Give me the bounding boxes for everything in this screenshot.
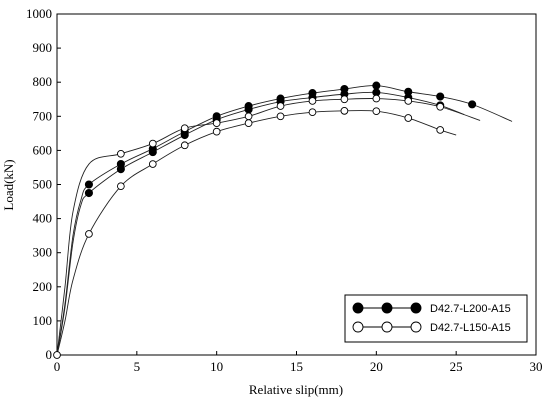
series-1-curve-0-line <box>56 110 457 356</box>
series-0-curve-1-point <box>84 188 93 198</box>
legend: D42.7-L200-A15 D42.7-L150-A15 <box>344 294 528 343</box>
series-0-curve-0-point <box>468 100 477 109</box>
x-tick-label: 30 <box>530 359 543 374</box>
series-0-curve-0-point <box>84 180 93 189</box>
legend-marker-0 <box>381 302 393 314</box>
series-1-curve-0-point <box>404 114 413 122</box>
legend-entries <box>352 302 422 333</box>
series-1-curve-0-point <box>436 126 445 134</box>
series-1-curve-1-point <box>117 149 125 158</box>
y-tick-label: 100 <box>33 313 53 328</box>
series-1-curve-0-point <box>340 106 349 115</box>
series-1-curve-0-point <box>212 127 221 136</box>
series-1-curve-1-point <box>372 94 381 103</box>
y-axis-title: Load(kN) <box>1 159 16 210</box>
y-tick-label: 200 <box>33 279 53 294</box>
series-0-curve-0-point <box>436 92 445 101</box>
x-tick-label: 25 <box>450 359 463 374</box>
legend-marker-0 <box>352 302 364 314</box>
y-tick-label: 0 <box>46 347 53 362</box>
series-1-curve-1-point <box>244 112 253 121</box>
series-1-curve-1-point <box>308 97 317 105</box>
series-1-curve-0-point <box>180 141 189 150</box>
series-0-curve-1-point <box>180 131 189 140</box>
legend-marker-1 <box>410 321 422 333</box>
legend-marker-1 <box>352 321 364 333</box>
series-1-curve-0-point <box>276 112 285 121</box>
x-tick-label: 10 <box>210 359 223 374</box>
series-1-curve-0-point <box>372 107 381 116</box>
series-1-curve-0-point <box>308 108 317 117</box>
series-0-curve-0-point <box>372 81 381 90</box>
series-1-curve-0-point <box>148 160 157 168</box>
y-tick-label: 900 <box>33 40 53 55</box>
y-tick-label: 500 <box>33 177 53 192</box>
legend-marker-1 <box>381 321 393 333</box>
series-1-curve-0-point <box>85 230 93 238</box>
y-tick-label: 600 <box>33 142 53 157</box>
series-1-curve-1-line <box>56 98 481 356</box>
x-tick-label: 15 <box>290 359 303 374</box>
y-tick-label: 800 <box>33 74 53 89</box>
y-tick-label: 300 <box>33 245 53 260</box>
series-1-curve-0-point <box>117 182 125 191</box>
markers-layer <box>53 81 477 359</box>
series-1-curve-1-point <box>276 102 285 110</box>
series-1-curve-1-point <box>148 139 157 148</box>
series-0-curve-1-point <box>244 105 253 114</box>
series-1-curve-1-point <box>436 102 445 111</box>
legend-box <box>344 294 528 343</box>
legend-label-l200: D42.7-L200-A15 <box>430 303 511 315</box>
series-1-curve-1-point <box>340 95 349 104</box>
series-0-curve-1-point <box>116 165 125 174</box>
y-tick-label: 400 <box>33 211 53 226</box>
legend-label-l150: D42.7-L150-A15 <box>430 322 511 334</box>
series-1-curve-1-point <box>404 97 413 105</box>
ticks-layer: 0 5 10 15 20 25 300100200300400500600700800900… <box>26 6 543 374</box>
legend-marker-0 <box>410 302 422 314</box>
y-tick-label: 1000 <box>26 6 52 21</box>
series-0-curve-1-point <box>148 148 157 157</box>
x-axis-title: Relative slip(mm) <box>249 382 343 397</box>
x-tick-label: 0 <box>54 359 61 374</box>
x-tick-label: 5 <box>134 359 141 374</box>
series-1-curve-0-point <box>53 351 61 359</box>
x-tick-label: 20 <box>370 359 383 374</box>
y-tick-label: 700 <box>33 108 53 123</box>
series-1-curve-0-point <box>244 119 253 127</box>
series-1-curve-1-point <box>212 119 221 127</box>
series-1-curve-1-point <box>180 124 189 133</box>
